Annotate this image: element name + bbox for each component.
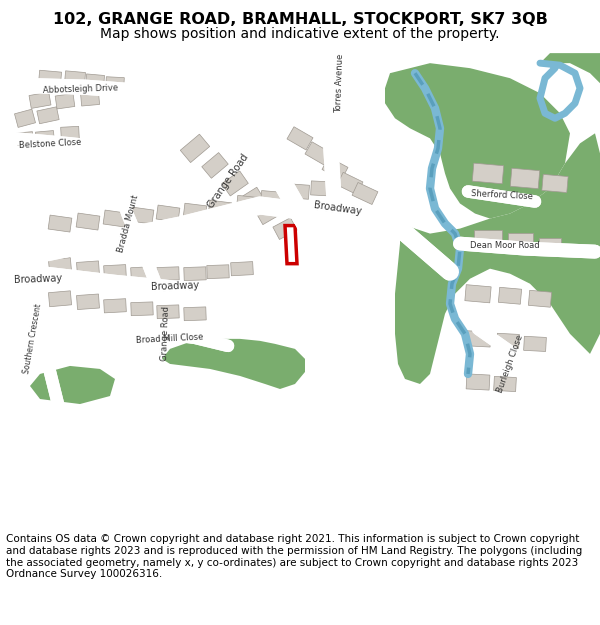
Text: 102, GRANGE ROAD, BRAMHALL, STOCKPORT, SK7 3QB: 102, GRANGE ROAD, BRAMHALL, STOCKPORT, S… [53,12,547,27]
Bar [104,299,127,313]
Bar [61,126,79,141]
Text: Southern Crescent: Southern Crescent [22,303,44,374]
Bar [106,77,124,89]
Bar [104,264,127,279]
Bar [311,181,334,196]
Bar [17,132,34,145]
Bar [208,200,232,217]
Bar [77,294,100,309]
Bar [221,171,248,196]
Bar [474,230,502,247]
Bar [202,152,228,178]
Bar [14,109,35,128]
Polygon shape [395,133,600,384]
Bar [472,163,504,184]
Bar [497,333,520,349]
Bar [466,374,490,390]
Text: Broadway: Broadway [151,280,199,292]
Bar [35,131,55,144]
Text: Map shows position and indicative extent of the property.: Map shows position and indicative extent… [100,28,500,41]
Bar [48,215,72,232]
Bar [236,196,260,212]
Bar [103,210,127,227]
Bar [77,261,100,276]
Bar [180,134,210,162]
Bar [207,265,229,279]
Bar [183,203,207,220]
Text: Broad Mill Close: Broad Mill Close [136,332,204,345]
Bar [55,94,75,109]
Bar [499,288,521,304]
Text: Broadway: Broadway [14,273,62,284]
Text: Grange Road: Grange Road [206,152,250,211]
Bar [287,127,313,150]
Text: Burleigh Close: Burleigh Close [496,334,524,394]
Text: Bradda Mount: Bradda Mount [116,194,140,253]
Bar [64,71,86,86]
Bar [529,290,551,308]
Bar [130,207,154,224]
Bar [273,217,297,239]
Text: Dean Moor Road: Dean Moor Road [470,241,540,250]
Polygon shape [30,366,115,404]
Bar [510,168,540,189]
Bar [352,182,378,204]
Bar [539,238,561,254]
Bar [37,107,59,124]
Bar [49,291,71,307]
Bar [240,188,264,210]
Bar [131,267,154,281]
Bar [29,92,51,108]
Bar [156,205,180,222]
Text: Broadway: Broadway [313,200,362,217]
Bar [38,70,62,86]
Bar [256,202,280,224]
Bar [157,305,179,319]
Text: Contains OS data © Crown copyright and database right 2021. This information is : Contains OS data © Crown copyright and d… [6,534,582,579]
Bar [287,184,310,199]
Bar [322,157,348,180]
Bar [508,233,533,250]
Bar [80,91,100,106]
Text: Belstone Close: Belstone Close [19,138,82,151]
Polygon shape [162,339,305,389]
Bar [524,336,547,351]
Bar [184,307,206,321]
Bar [157,267,179,281]
Bar [337,173,363,194]
Text: Torres Avenue: Torres Avenue [334,54,346,113]
Polygon shape [385,63,570,219]
Bar [305,142,331,165]
Bar [49,258,71,274]
Bar [76,213,100,230]
Bar [465,331,491,347]
Polygon shape [285,226,297,264]
Polygon shape [540,53,600,83]
Bar [465,284,491,303]
Bar [494,376,517,392]
Bar [542,174,568,192]
Text: Abbotsleigh Drive: Abbotsleigh Drive [42,83,118,95]
Text: Sherford Close: Sherford Close [471,189,533,202]
Bar [131,302,153,316]
Text: Grange Road: Grange Road [160,306,170,361]
Bar [260,191,284,206]
Bar [230,262,253,276]
Bar [85,74,104,89]
Bar [184,267,206,281]
